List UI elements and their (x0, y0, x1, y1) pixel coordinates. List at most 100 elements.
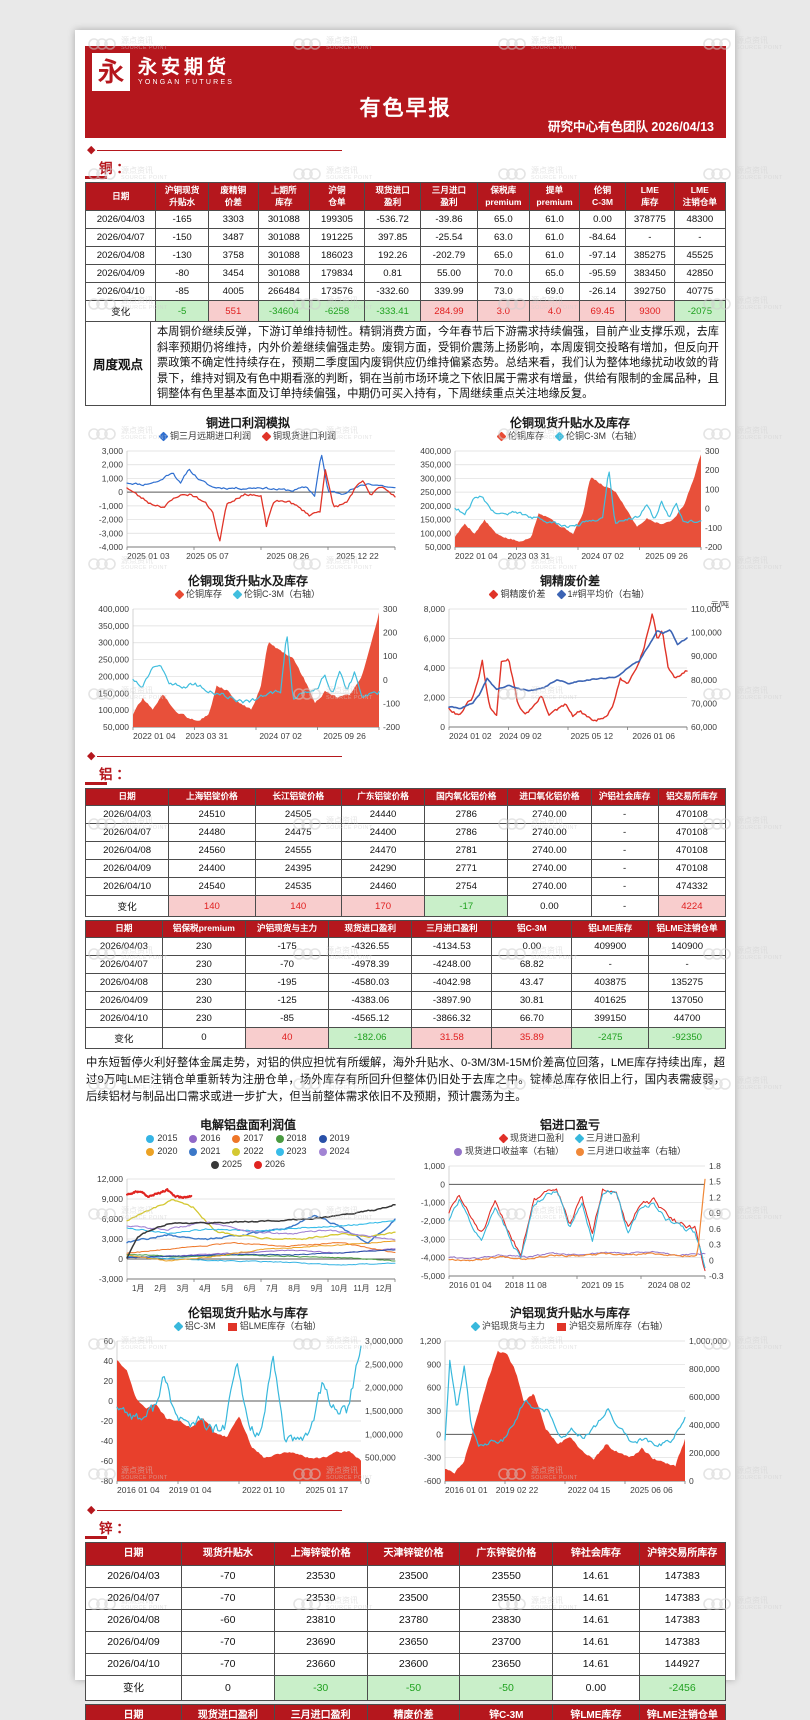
column-header: 现货进口盈利 (328, 920, 413, 938)
value-cell: -70 (181, 1564, 275, 1588)
svg-text:2024 07 02: 2024 07 02 (259, 731, 302, 741)
value-cell: 24460 (340, 877, 426, 897)
value-cell: 61.0 (529, 246, 580, 266)
change-row: 变化 140 140 170 -17 0.00-4224 (84, 895, 727, 918)
svg-text:-600: -600 (424, 1476, 441, 1486)
legend-label: 沪铝交易所库存（右轴） (569, 1321, 669, 1332)
chart-copper-import-profit: 铜进口利润模拟 铜三月远期进口利润 铜现货进口利润 3,000 2,000 1,000 0 -… (87, 414, 409, 564)
chart-legend: 伦铜库存 伦铜C-3M（右轴） (87, 588, 409, 601)
date-cell: 2026/04/07 (85, 1586, 182, 1610)
value-cell: 186023 (308, 246, 365, 266)
legend-item: 铝LME库存（右轴） (227, 1320, 321, 1333)
section-underline (85, 1536, 107, 1540)
weekly-view: 周度观点 本周铜价继续反弹，下游订单维持韧性。精铜消费方面，今年春节后下游需求持… (85, 322, 726, 407)
section-label-copper: 铜 ： (99, 161, 130, 176)
diamond-marker-icon (173, 1322, 184, 1332)
watermark-text: 源点资讯 SOURCE POINT (736, 946, 783, 962)
value-cell: -60 (181, 1608, 275, 1632)
legend-label: 2019 (329, 1133, 350, 1144)
chart-title: 伦铜现货升贴水及库存 (187, 574, 308, 589)
value-cell: 14.61 (552, 1630, 640, 1654)
svg-text:0.3: 0.3 (709, 1240, 721, 1250)
table-row: 2026/04/10 230 -85 -4565.12 -3866.32 66.70 399… (85, 1008, 726, 1028)
report-page: 永 永安期货 YONGAN FUTURES 有色早报 研究中心有色团队 2026… (75, 30, 735, 1720)
legend-item: 三月进口盈利 (574, 1132, 640, 1145)
value-cell: -4326.55 (328, 936, 413, 956)
chart-plot: 400,000 350,000 300,000 250,000 200,000 150,0… (98, 604, 400, 741)
table-row: 2026/04/09 230 -125 -4383.06 -3897.90 30.81 40… (85, 990, 726, 1010)
svg-text:2025 08 26: 2025 08 26 (267, 551, 310, 561)
legend-label: 2020 (157, 1146, 178, 1157)
svg-text:2023 03 31: 2023 03 31 (186, 731, 229, 741)
value-cell: 65.0 (476, 246, 531, 266)
value-cell: -3866.32 (411, 1008, 493, 1028)
svg-text:70,000: 70,000 (691, 699, 717, 709)
svg-text:2月: 2月 (154, 1284, 166, 1293)
chart-plot: 8,000 6,000 4,000 2,000 0 110,000 100,000 90,00… (424, 601, 729, 741)
date-cell: 2026/04/09 (84, 264, 157, 284)
svg-text:1,500,000: 1,500,000 (365, 1406, 403, 1416)
svg-text:2025 12 22: 2025 12 22 (336, 551, 379, 561)
diamond-marker-icon (496, 432, 507, 442)
value-cell: 385275 (625, 246, 675, 266)
brand-area: 永 永安期货 YONGAN FUTURES (85, 46, 726, 91)
value-cell: 63.0 (476, 228, 531, 248)
chart-title: 伦铜现货升贴水及库存 (509, 416, 630, 431)
change-label: 变化 (84, 895, 170, 918)
table-header-row: 日期 上海铝锭价格 长江铝锭价格 广东铝锭价格 国内氧化铝价格 进口氧化铝价格 沪铝社会库存… (84, 788, 727, 807)
svg-text:600,000: 600,000 (689, 1392, 720, 1402)
value-cell: 23530 (273, 1586, 368, 1610)
legend-item: 2022 (232, 1145, 264, 1158)
svg-text:6,000: 6,000 (102, 1214, 124, 1224)
column-header: 铝LME库存 (571, 920, 650, 938)
weekly-view-text: 本周铜价继续反弹，下游订单维持韧性。精铜消费方面，今年春节后下游需求持续偏强，目… (157, 326, 719, 400)
chart-legend: 沪铝现货与主力 沪铝交易所库存（右轴） (409, 1320, 731, 1333)
value-cell: 470108 (657, 841, 727, 861)
svg-text:-4,000: -4,000 (421, 1253, 445, 1263)
svg-text:0: 0 (705, 504, 710, 514)
column-header: 沪铜现货 升贴水 (155, 181, 209, 212)
value-cell: -4978.39 (328, 954, 413, 974)
copper-charts-row-1: 铜进口利润模拟 铜三月远期进口利润 铜现货进口利润 3,000 2,000 1,000 0 -… (85, 414, 726, 564)
svg-text:200,000: 200,000 (689, 1448, 720, 1458)
value-cell: 137050 (648, 990, 726, 1010)
svg-text:6,000: 6,000 (424, 634, 446, 644)
value-cell: 55.00 (420, 264, 478, 284)
svg-text:2019 02 22: 2019 02 22 (496, 1485, 539, 1495)
svg-text:90,000: 90,000 (691, 652, 717, 662)
svg-text:2021 09 15: 2021 09 15 (581, 1280, 624, 1290)
change-cell: -2456 (638, 1674, 727, 1701)
column-header: 沪锌交易所库存 (638, 1542, 727, 1566)
value-cell: 0.00 (578, 210, 627, 230)
value-cell: -25.54 (420, 228, 478, 248)
change-cell: -50 (366, 1674, 461, 1701)
weekly-view-label: 周度观点 (86, 322, 151, 406)
change-cell: 9300 (625, 300, 675, 323)
svg-text:1.2: 1.2 (709, 1193, 721, 1203)
value-cell: 23780 (366, 1608, 461, 1632)
section-label-zinc: 锌 ： (99, 1521, 130, 1537)
legend-item: 2018 (275, 1132, 307, 1145)
svg-text:-3,000: -3,000 (99, 1274, 123, 1284)
svg-text:-1,000: -1,000 (99, 501, 123, 511)
legend-label: 2026 (265, 1159, 286, 1170)
svg-text:1.5: 1.5 (709, 1177, 721, 1187)
chart-legend: 铜三月远期进口利润 铜现货进口利润 (87, 430, 409, 443)
value-cell: -4248.00 (411, 954, 493, 974)
svg-text:12月: 12月 (375, 1284, 392, 1293)
change-cell: -182.06 (328, 1026, 413, 1049)
value-cell: -4580.03 (328, 972, 413, 992)
legend-item: 2021 (189, 1145, 220, 1158)
legend-label: 2021 (200, 1146, 221, 1157)
legend-label: 2018 (286, 1133, 307, 1144)
svg-text:10月: 10月 (331, 1284, 348, 1293)
value-cell: 23690 (273, 1630, 368, 1654)
circle-marker-icon (146, 1134, 155, 1143)
value-cell: 230 (161, 990, 246, 1010)
table-row: 2026/04/10 -70 23660 23600 23650 14.61 144927 (85, 1652, 727, 1676)
change-cell: -30 (273, 1674, 368, 1701)
date-cell: 2026/04/08 (84, 246, 157, 266)
value-cell: 24395 (254, 859, 342, 879)
value-cell: 24555 (254, 841, 342, 861)
value-cell: 65.0 (476, 210, 531, 230)
